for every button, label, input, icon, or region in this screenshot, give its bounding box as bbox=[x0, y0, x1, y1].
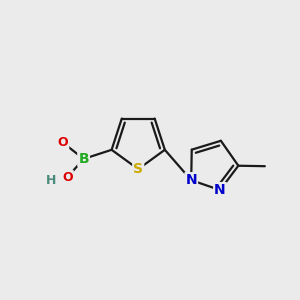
Text: O: O bbox=[62, 171, 73, 184]
Text: N: N bbox=[214, 183, 226, 197]
Text: S: S bbox=[133, 162, 143, 176]
Text: O: O bbox=[58, 136, 68, 149]
Text: N: N bbox=[185, 173, 197, 187]
Text: H: H bbox=[46, 174, 56, 187]
Text: B: B bbox=[78, 152, 89, 166]
